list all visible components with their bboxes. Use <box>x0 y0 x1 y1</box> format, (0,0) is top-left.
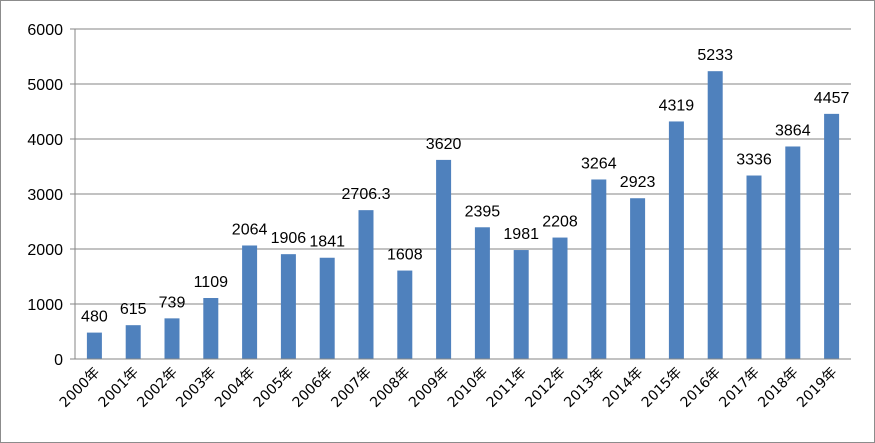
bar <box>125 325 141 359</box>
data-label: 739 <box>159 294 186 311</box>
y-tick-label: 2000 <box>27 242 63 259</box>
bar <box>630 198 646 359</box>
data-label: 4319 <box>659 97 695 114</box>
bar <box>203 298 219 359</box>
axes <box>70 28 851 360</box>
data-label: 480 <box>81 309 108 326</box>
bar <box>397 270 413 359</box>
bar <box>746 175 762 359</box>
data-label: 1906 <box>271 230 307 247</box>
x-tick-label: 2017年 <box>716 365 762 411</box>
x-tick-label: 2002年 <box>134 365 180 411</box>
x-tick-label: 2018年 <box>755 365 801 411</box>
y-tick-label: 5000 <box>27 77 63 94</box>
x-tick-label: 2010年 <box>445 365 491 411</box>
data-label: 2208 <box>542 214 578 231</box>
x-tick-label: 2015年 <box>639 365 685 411</box>
bar <box>591 179 607 359</box>
y-tick-label: 4000 <box>27 132 63 149</box>
bar <box>513 250 529 359</box>
data-label: 1981 <box>503 226 539 243</box>
bar <box>86 332 102 359</box>
data-label: 3264 <box>581 155 617 172</box>
x-tick-label: 2000年 <box>57 365 103 411</box>
x-tick-label: 2011年 <box>484 365 530 411</box>
data-label: 1608 <box>387 247 423 264</box>
y-tick-label: 6000 <box>27 22 63 39</box>
bar <box>668 121 684 359</box>
x-tick-label: 2007年 <box>328 365 374 411</box>
x-tick-label: 2008年 <box>367 365 413 411</box>
x-tick-label: 2013年 <box>561 365 607 411</box>
data-label: 1841 <box>309 234 345 251</box>
data-label: 4457 <box>814 90 850 107</box>
x-tick-labels: 2000年2001年2002年2003年2004年2005年2006年2007年… <box>57 365 841 411</box>
x-tick-label: 2012年 <box>522 365 568 411</box>
gridlines <box>75 28 851 305</box>
bar <box>242 245 258 359</box>
bar <box>707 71 723 359</box>
x-tick-label: 2001年 <box>96 365 142 411</box>
x-tick-label: 2004年 <box>212 365 258 411</box>
x-tick-label: 2009年 <box>406 365 452 411</box>
bar <box>164 318 180 359</box>
y-tick-label: 0 <box>54 352 63 369</box>
x-tick-label: 2016年 <box>678 365 724 411</box>
y-tick-labels: 0 1000 2000 3000 4000 5000 6000 <box>27 22 63 369</box>
bar <box>552 237 568 359</box>
data-label: 615 <box>120 301 147 318</box>
bar <box>474 227 490 359</box>
data-label: 2706.3 <box>342 186 391 203</box>
bar <box>824 113 840 360</box>
x-tick-label: 2019年 <box>794 365 840 411</box>
bar <box>358 210 374 359</box>
bar <box>436 159 452 359</box>
y-tick-label: 3000 <box>27 187 63 204</box>
x-tick-label: 2006年 <box>290 365 336 411</box>
data-label: 3864 <box>775 122 811 139</box>
bar <box>280 254 296 359</box>
data-label: 3620 <box>426 136 462 153</box>
x-tick-label: 2005年 <box>251 365 297 411</box>
data-label: 2923 <box>620 174 656 191</box>
x-tick-label: 2014年 <box>600 365 646 411</box>
data-label: 2395 <box>465 203 501 220</box>
bars <box>86 71 840 360</box>
data-label: 5233 <box>697 47 733 64</box>
x-tick-label: 2003年 <box>173 365 219 411</box>
data-label: 1109 <box>194 274 229 291</box>
data-label: 2064 <box>232 221 268 238</box>
data-label: 3336 <box>736 152 772 169</box>
y-tick-label: 1000 <box>27 297 63 314</box>
bar <box>785 146 801 359</box>
bar <box>319 257 335 359</box>
